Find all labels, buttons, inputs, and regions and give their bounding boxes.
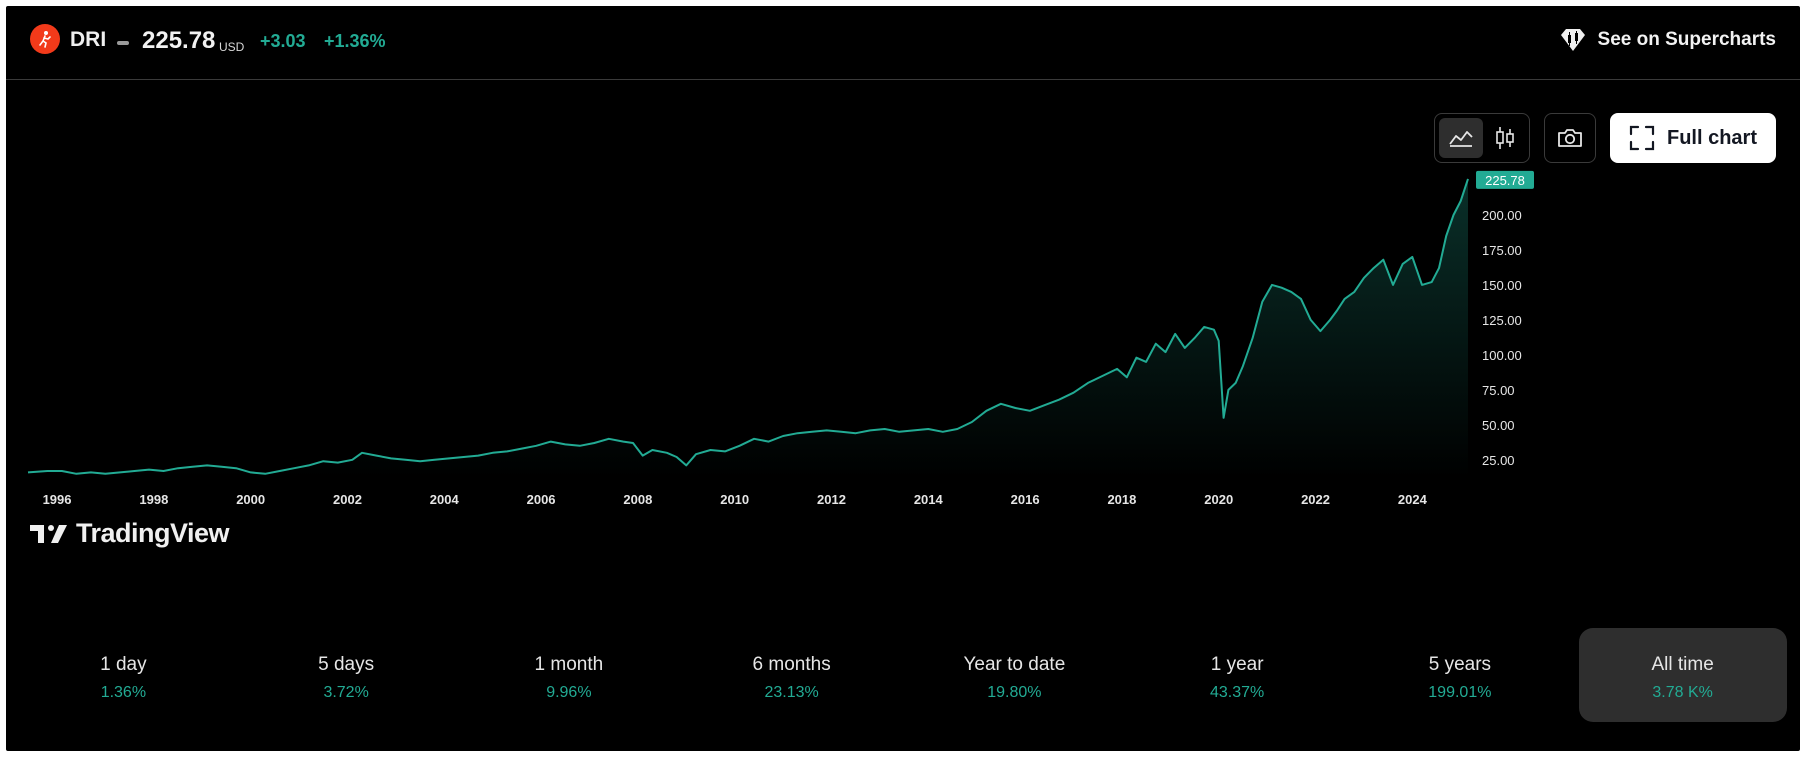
price-area-fill (28, 178, 1468, 478)
see-on-supercharts-link[interactable]: See on Supercharts (1558, 26, 1776, 54)
y-tick-label: 150.00 (1482, 278, 1522, 293)
price-series-line (27, 178, 1469, 475)
period-label: 6 months (752, 654, 831, 675)
tradingview-wordmark: TradingView (76, 518, 230, 548)
last-price-tag (1476, 170, 1534, 189)
period-6-months[interactable]: 6 months 23.13% (688, 628, 896, 722)
supercharts-label: See on Supercharts (1597, 29, 1776, 50)
period-1-month[interactable]: 1 month 9.96% (465, 628, 673, 722)
period-label: All time (1651, 654, 1714, 675)
period-label: 5 days (318, 654, 375, 675)
x-tick-label: 2018 (1107, 492, 1136, 507)
period-label: 1 year (1210, 654, 1264, 675)
period-1-day[interactable]: 1 day 1.36% (19, 628, 227, 722)
x-tick-label: 2024 (1398, 492, 1428, 507)
area-chart-icon (1449, 131, 1473, 147)
x-tick-label: 2004 (430, 492, 460, 507)
tradingview-watermark: TradingView (30, 518, 230, 549)
full-chart-button[interactable]: Full chart (1610, 113, 1776, 163)
x-tick-label: 2020 (1204, 492, 1233, 507)
separator-dash (117, 41, 129, 45)
price-chart[interactable]: 1996 1998 2000 2002 2004 2006 2008 2010 2012 2014… (6, 6, 1800, 606)
period-5-years[interactable]: 5 years 199.01% (1356, 628, 1564, 722)
chart-style-toggle (1434, 113, 1530, 163)
snapshot-button[interactable] (1544, 113, 1596, 163)
period-year-to-date[interactable]: Year to date 19.80% (910, 628, 1118, 722)
symbol-header: DRI 225.78 USD +3.03 +1.36% See on Super… (6, 6, 1800, 80)
y-tick-label: 75.00 (1482, 383, 1515, 398)
x-tick-label: 2002 (333, 492, 362, 507)
x-tick-label: 2022 (1301, 492, 1330, 507)
period-change: 199.01% (1428, 684, 1492, 701)
period-change: 23.13% (764, 684, 819, 701)
period-all-time[interactable]: All time 3.78 K% (1578, 628, 1787, 722)
fullscreen-icon (1629, 125, 1655, 151)
period-5-days[interactable]: 5 days 3.72% (242, 628, 450, 722)
x-tick-label: 2000 (236, 492, 265, 507)
period-change: 19.80% (987, 684, 1042, 701)
ticker-symbol[interactable]: DRI (70, 28, 107, 51)
y-tick-label: 200.00 (1482, 208, 1522, 223)
x-tick-label: 2016 (1011, 492, 1040, 507)
candlestick-button[interactable] (1483, 118, 1527, 158)
period-change: 3.72% (323, 684, 369, 701)
chart-widget: DRI 225.78 USD +3.03 +1.36% See on Super… (6, 6, 1800, 751)
x-tick-label: 2014 (914, 492, 944, 507)
x-tick-label: 2006 (527, 492, 556, 507)
last-price: 225.78 (142, 27, 216, 54)
x-tick-label: 1996 (43, 492, 72, 507)
x-tick-label: 1998 (139, 492, 168, 507)
period-label: 5 years (1428, 654, 1492, 675)
period-change: 3.78 K% (1652, 684, 1713, 701)
tradingview-logo-icon (30, 524, 67, 543)
candlestick-icon (1496, 127, 1514, 149)
full-chart-label: Full chart (1666, 126, 1757, 149)
x-tick-label: 2008 (623, 492, 652, 507)
camera-icon (1558, 129, 1582, 147)
runner-logo-glyph (39, 31, 51, 48)
runner-logo-icon (30, 24, 60, 54)
y-tick-label: 125.00 (1482, 313, 1522, 328)
period-change: 43.37% (1209, 684, 1265, 701)
period-label: 1 day (100, 654, 147, 675)
last-price-tag-label: 225.78 (1485, 173, 1525, 188)
area-chart-button[interactable] (1439, 118, 1483, 158)
period-label: Year to date (963, 654, 1066, 675)
period-1-year[interactable]: 1 year 43.37% (1133, 628, 1341, 722)
x-tick-label: 2010 (720, 492, 749, 507)
period-selector: 1 day 1.36% 5 days 3.72% 1 month 9.96% 6 month… (6, 628, 1800, 722)
supercharts-icon (1560, 29, 1585, 51)
x-tick-label: 2012 (817, 492, 846, 507)
currency-label: USD (219, 40, 245, 54)
price-change-percent: +1.36% (324, 31, 386, 51)
period-change: 1.36% (100, 684, 147, 701)
period-change: 9.96% (546, 684, 592, 701)
y-tick-label: 175.00 (1482, 243, 1522, 258)
price-change: +3.03 (260, 31, 306, 51)
y-tick-label: 25.00 (1482, 453, 1515, 468)
y-tick-label: 100.00 (1482, 348, 1522, 363)
y-tick-label: 50.00 (1482, 418, 1515, 433)
period-label: 1 month (534, 654, 604, 675)
